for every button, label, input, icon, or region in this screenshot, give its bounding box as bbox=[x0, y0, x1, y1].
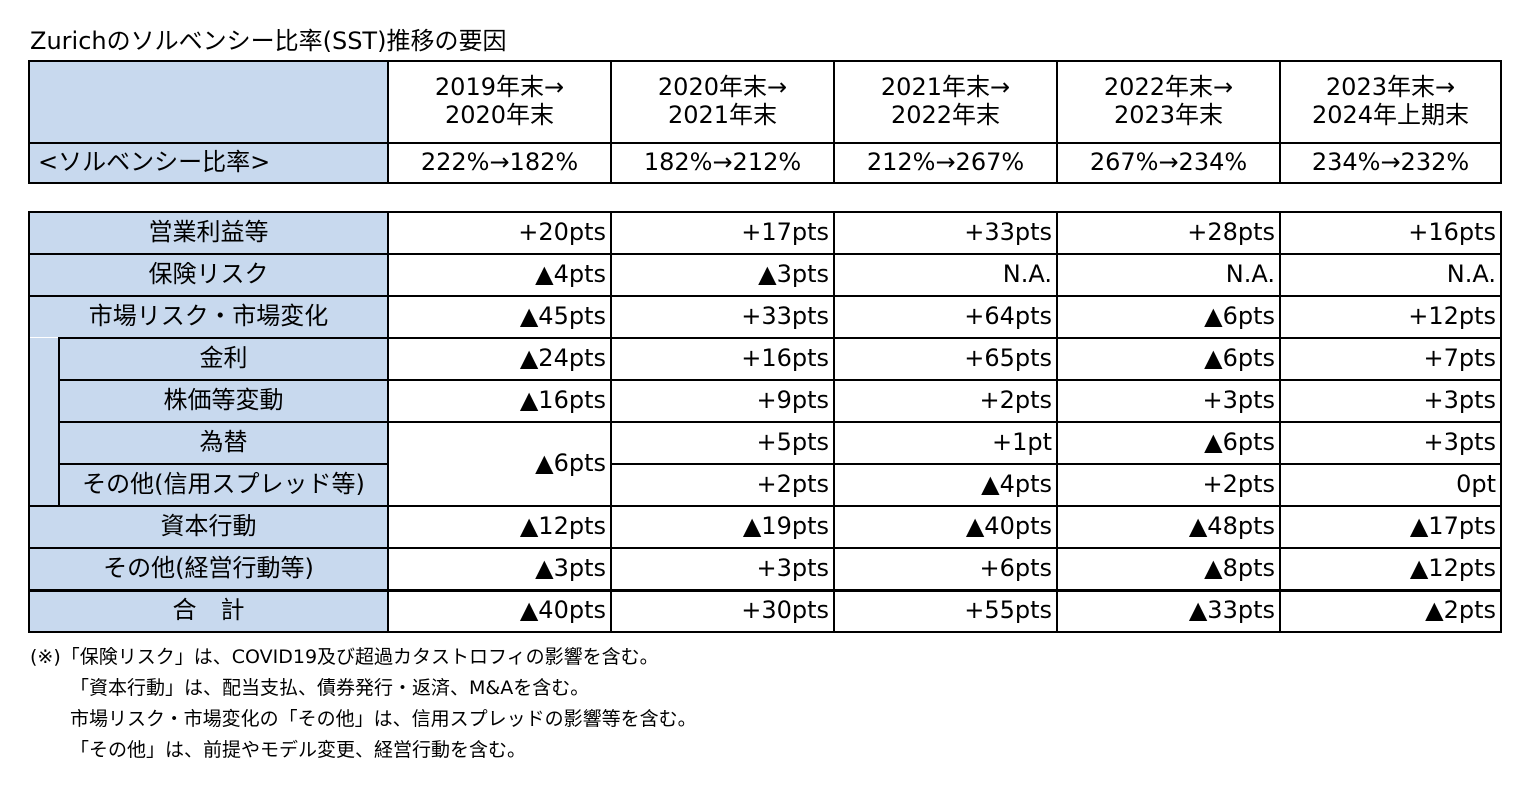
table-row: 株価等変動 ▲16pts +9pts +2pts +3pts +3pts bbox=[28, 379, 1502, 423]
cell-value: +3pts bbox=[1056, 379, 1281, 423]
cell-value: ▲33pts bbox=[1056, 588, 1281, 633]
footnote: 市場リスク・市場変化の「その他」は、信用スプレッドの影響等を含む。 bbox=[70, 708, 697, 730]
table-row: その他(経営行動等) ▲3pts +3pts +6pts ▲8pts ▲12pt… bbox=[28, 547, 1502, 591]
period-header-table: 2019年末→ 2020年末 2020年末→ 2021年末 2021年末→ 2022年… bbox=[28, 60, 1502, 184]
cell-value: +16pts bbox=[610, 337, 835, 381]
cell-value: 0pt bbox=[1279, 463, 1502, 507]
cell-value: +33pts bbox=[833, 211, 1058, 255]
cell-value: ▲4pts bbox=[387, 253, 612, 297]
table-row: 市場リスク・市場変化 ▲45pts +33pts +64pts ▲6pts +1… bbox=[28, 295, 1502, 339]
table-title: Zurichのソルベンシー比率(SST)推移の要因 bbox=[30, 27, 507, 55]
row-label-other-credit: その他(信用スプレッド等) bbox=[58, 463, 389, 507]
cell-value: ▲48pts bbox=[1056, 505, 1281, 549]
cell-value: ▲40pts bbox=[387, 588, 612, 633]
row-label-total: 合 計 bbox=[28, 588, 389, 633]
ratio-value: 182%→212% bbox=[610, 142, 835, 184]
cell-value: +6pts bbox=[833, 547, 1058, 591]
period-row: 2019年末→ 2020年末 2020年末→ 2021年末 2021年末→ 2022年… bbox=[28, 60, 1502, 144]
cell-value: ▲12pts bbox=[387, 505, 612, 549]
row-label-interest: 金利 bbox=[58, 337, 389, 381]
cell-value: +33pts bbox=[610, 295, 835, 339]
row-label-other-mgmt: その他(経営行動等) bbox=[28, 547, 389, 591]
cell-value: N.A. bbox=[833, 253, 1058, 297]
cell-value: ▲2pts bbox=[1279, 588, 1502, 633]
table-row: 資本行動 ▲12pts ▲19pts ▲40pts ▲48pts ▲17pts bbox=[28, 505, 1502, 549]
cell-value: ▲24pts bbox=[387, 337, 612, 381]
period-header: 2023年末→ 2024年上期末 bbox=[1279, 60, 1502, 144]
table-row: 為替 ▲6pts +5pts +1pt ▲6pts +3pts bbox=[28, 421, 1502, 507]
cell-value: +12pts bbox=[1279, 295, 1502, 339]
cell-value: +5pts bbox=[610, 421, 835, 465]
ratio-label: <ソルベンシー比率> bbox=[28, 142, 389, 184]
row-label-market: 市場リスク・市場変化 bbox=[28, 295, 389, 338]
indent-spacer bbox=[28, 380, 60, 422]
table-row: 金利 ▲24pts +16pts +65pts ▲6pts +7pts bbox=[28, 337, 1502, 381]
period-header: 2020年末→ 2021年末 bbox=[610, 60, 835, 144]
row-label-equity: 株価等変動 bbox=[58, 379, 389, 423]
cell-value: ▲19pts bbox=[610, 505, 835, 549]
cell-value: +3pts bbox=[610, 547, 835, 591]
table-row: 営業利益等 +20pts +17pts +33pts +28pts +16pts bbox=[28, 211, 1502, 255]
factor-table: 営業利益等 +20pts +17pts +33pts +28pts +16pts… bbox=[28, 211, 1502, 633]
cell-value: +2pts bbox=[610, 463, 835, 507]
cell-value: +3pts bbox=[1279, 421, 1502, 465]
cell-value: N.A. bbox=[1056, 253, 1281, 297]
ratio-row: <ソルベンシー比率> 222%→182% 182%→212% 212%→267%… bbox=[28, 142, 1502, 184]
cell-value: ▲6pts bbox=[1056, 337, 1281, 381]
cell-value: ▲4pts bbox=[833, 463, 1058, 507]
cell-value: +1pt bbox=[833, 421, 1058, 465]
ratio-value: 234%→232% bbox=[1279, 142, 1502, 184]
cell-value: +2pts bbox=[1056, 463, 1281, 507]
table-row: その他(信用スプレッド等) +2pts ▲4pts +2pts 0pt bbox=[28, 463, 1502, 507]
cell-value: +2pts bbox=[833, 379, 1058, 423]
indent-spacer bbox=[28, 338, 60, 380]
cell-value: ▲6pts bbox=[1056, 295, 1281, 339]
period-header: 2019年末→ 2020年末 bbox=[387, 60, 612, 144]
row-label-insurance: 保険リスク bbox=[28, 253, 389, 297]
cell-value: ▲8pts bbox=[1056, 547, 1281, 591]
period-header: 2022年末→ 2023年末 bbox=[1056, 60, 1281, 144]
cell-value: +9pts bbox=[610, 379, 835, 423]
indent-spacer bbox=[28, 422, 60, 464]
cell-value: +55pts bbox=[833, 588, 1058, 633]
table-row: 保険リスク ▲4pts ▲3pts N.A. N.A. N.A. bbox=[28, 253, 1502, 297]
cell-value: ▲6pts bbox=[1056, 421, 1281, 465]
cell-value: +65pts bbox=[833, 337, 1058, 381]
cell-value: N.A. bbox=[1279, 253, 1502, 297]
ratio-value: 212%→267% bbox=[833, 142, 1058, 184]
cell-value: ▲3pts bbox=[387, 547, 612, 591]
cell-value: +64pts bbox=[833, 295, 1058, 339]
footnotes: (※)「保険リスク」は、COVID19及び超過カタストロフィの影響を含む。 「資… bbox=[30, 642, 697, 766]
cell-value: ▲3pts bbox=[610, 253, 835, 297]
cell-value: +17pts bbox=[610, 211, 835, 255]
row-label-fx: 為替 bbox=[58, 421, 389, 465]
cell-value: +20pts bbox=[387, 211, 612, 255]
footnote: (※)「保険リスク」は、COVID19及び超過カタストロフィの影響を含む。 bbox=[30, 646, 659, 668]
cell-value: ▲45pts bbox=[387, 295, 612, 339]
cell-value: +28pts bbox=[1056, 211, 1281, 255]
cell-value: +3pts bbox=[1279, 379, 1502, 423]
cell-value-merged: ▲6pts bbox=[387, 421, 612, 507]
period-header: 2021年末→ 2022年末 bbox=[833, 60, 1058, 144]
cell-value: +30pts bbox=[610, 588, 835, 633]
ratio-value: 222%→182% bbox=[387, 142, 612, 184]
cell-value: +7pts bbox=[1279, 337, 1502, 381]
header-corner-cell bbox=[28, 60, 389, 144]
cell-value: ▲40pts bbox=[833, 505, 1058, 549]
footnote: 「その他」は、前提やモデル変更、経営行動を含む。 bbox=[70, 739, 527, 761]
total-row: 合 計 ▲40pts +30pts +55pts ▲33pts ▲2pts bbox=[28, 588, 1502, 633]
ratio-value: 267%→234% bbox=[1056, 142, 1281, 184]
footnote: 「資本行動」は、配当支払、債券発行・返済、M&Aを含む。 bbox=[70, 677, 590, 699]
row-label-operating: 営業利益等 bbox=[28, 211, 389, 255]
indent-spacer bbox=[28, 464, 60, 507]
cell-value: ▲17pts bbox=[1279, 505, 1502, 549]
cell-value: +16pts bbox=[1279, 211, 1502, 255]
row-label-capital: 資本行動 bbox=[28, 505, 389, 549]
cell-value: ▲16pts bbox=[387, 379, 612, 423]
cell-value: ▲12pts bbox=[1279, 547, 1502, 591]
